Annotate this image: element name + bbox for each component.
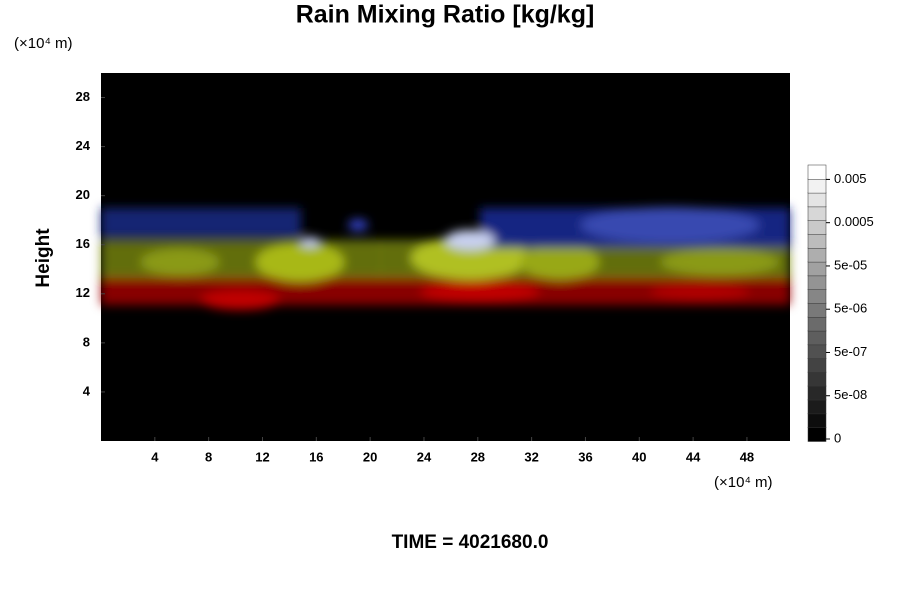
colorbar-band	[807, 219, 827, 235]
colorbar-band	[807, 426, 827, 442]
plot-area	[101, 73, 790, 441]
x-tick-label: 44	[686, 449, 701, 464]
x-tick-label: 4	[151, 449, 159, 464]
x-tick-label: 20	[363, 449, 377, 464]
x-tick-label: 36	[578, 449, 592, 464]
x-tick-label: 40	[632, 449, 646, 464]
x-tick-label: 24	[417, 449, 432, 464]
colorbar-band	[807, 275, 827, 290]
colorbar-band	[807, 330, 827, 346]
chart-title: Rain Mixing Ratio [kg/kg]	[296, 1, 595, 29]
y-axis-label: Height	[33, 228, 54, 288]
x-tick-label: 48	[740, 449, 754, 464]
colorbar-tick-label: 0.0005	[834, 214, 874, 229]
y-tick-label: 16	[76, 236, 90, 251]
footer: TIME = 4021680.0	[392, 532, 549, 553]
colorbar-band	[807, 164, 827, 180]
colorbar-band	[807, 247, 827, 263]
colorbar-tick-label: 5e-06	[834, 301, 867, 316]
colorbar-tick-label: 5e-05	[834, 257, 867, 272]
colorbar-band	[807, 192, 827, 208]
y-tick-label: 12	[76, 285, 90, 300]
colorbar-band	[807, 233, 827, 249]
colorbar-band	[807, 344, 827, 359]
y-tick-label: 8	[83, 334, 90, 349]
x-tick-label: 28	[471, 449, 485, 464]
colorbar-band	[807, 261, 827, 277]
y-tick-label: 28	[76, 89, 90, 104]
y-tick-label: 20	[76, 187, 90, 202]
x-tick-label: 8	[205, 449, 212, 464]
colorbar-band	[807, 178, 827, 194]
colorbar-band	[807, 385, 827, 401]
colorbar-band	[807, 288, 827, 304]
colorbar-tick-label: 5e-08	[834, 387, 867, 402]
colorbar-band	[807, 371, 827, 387]
colorbar-band	[807, 413, 827, 428]
x-tick-label: 12	[255, 449, 269, 464]
colorbar-band	[807, 206, 827, 221]
colorbar-tick-label: 0.005	[834, 171, 867, 186]
y-tick-label: 4	[83, 383, 91, 398]
x-tick-label: 32	[524, 449, 538, 464]
y-tick-label: 24	[76, 138, 91, 153]
colorbar-tick-label: 5e-07	[834, 344, 867, 359]
y-unit: (×10⁴ m)	[14, 35, 73, 52]
rendered-volume	[101, 207, 790, 310]
colorbar-band	[807, 316, 827, 332]
x-unit: (×10⁴ m)	[714, 474, 773, 491]
colorbar-tick-label: 0	[834, 430, 841, 445]
colorbar-band	[807, 357, 827, 373]
colorbar-band	[807, 302, 827, 318]
x-tick-label: 16	[309, 449, 323, 464]
colorbar: 0 5e-08 5e-07 5e-06 5e-05 0.0005 0.005	[807, 164, 874, 445]
colorbar-band	[807, 399, 827, 415]
